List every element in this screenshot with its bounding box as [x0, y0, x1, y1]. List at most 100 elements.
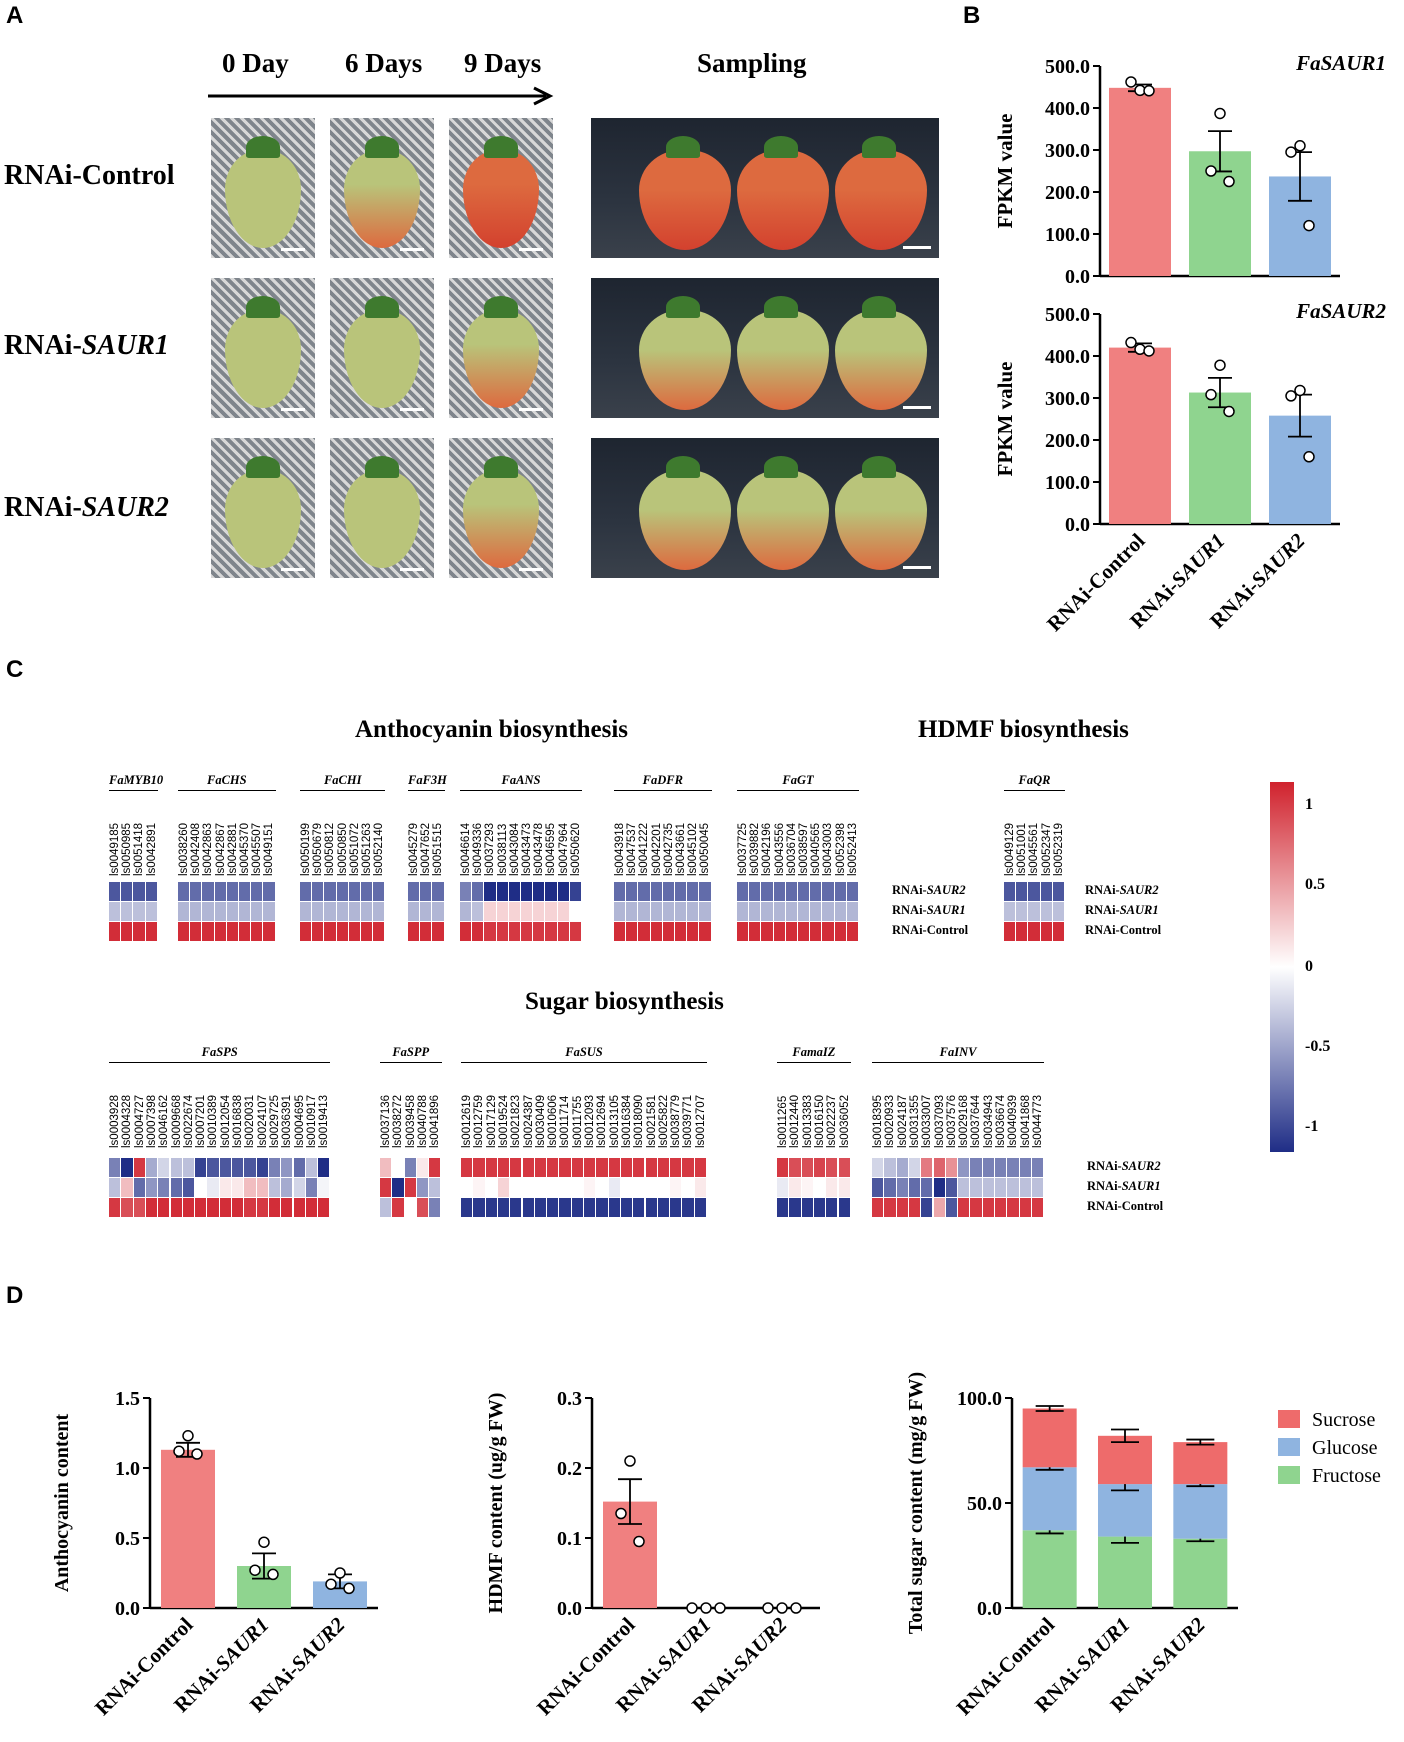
calyx [862, 456, 896, 478]
photo-row3-day2 [449, 438, 553, 578]
heatmap-cell [620, 1158, 633, 1177]
gene-id-label: ls0011265 [777, 1095, 789, 1148]
heatmap-cell [838, 1158, 850, 1177]
chart-title: FaSAUR2 [1295, 299, 1386, 323]
heatmap-cell [1016, 922, 1028, 941]
heatmap-cell [626, 902, 638, 921]
heatmap-cell [614, 902, 626, 921]
heatmap-cell [380, 1198, 392, 1217]
heatmap-cell [872, 1158, 884, 1177]
data-point [633, 1535, 645, 1548]
gene-id-label: ls0011714 [559, 1095, 572, 1148]
heatmap-cell [608, 1178, 620, 1197]
gene-id-label: ls0050620 [569, 822, 582, 876]
heatmap-cell [244, 1158, 256, 1177]
legend-swatch [1278, 1466, 1300, 1484]
gene-id-label: ls0045279 [408, 822, 420, 876]
heatmap-cell [190, 902, 202, 921]
y-tick-label: 100.0 [957, 1388, 1002, 1410]
calyx [365, 456, 399, 478]
colorbar-tick-05: 0.5 [1305, 876, 1325, 893]
heatmap-cell [896, 1198, 908, 1217]
heatmap-cell [170, 1178, 182, 1197]
data-point [624, 1455, 636, 1467]
heatmap-cell [626, 922, 638, 941]
heatmap-row-label: RNAi-SAUR1 [1087, 1179, 1161, 1193]
legend-label: Glucose [1312, 1437, 1378, 1459]
calyx [764, 136, 798, 158]
gene-id-label: ls0021581 [645, 1094, 658, 1148]
gene-id-label: ls0010917 [305, 1094, 318, 1148]
gene-id-label: ls0030409 [534, 1094, 547, 1148]
gene-id-label: ls0050850 [336, 822, 349, 876]
heatmap-cell [145, 922, 157, 941]
heatmap-cell [214, 902, 226, 921]
calyx [764, 296, 798, 318]
data-point [182, 1430, 194, 1442]
heatmap-cell [300, 922, 312, 941]
gene-id-label: ls0047964 [557, 822, 570, 876]
y-tick-label: 0.5 [115, 1528, 140, 1550]
gene-id-label: ls0039458 [404, 1094, 417, 1148]
heatmap-cell [675, 922, 687, 941]
scale-bar [519, 568, 543, 571]
data-point [1214, 107, 1226, 120]
heatmap-cell [970, 1158, 982, 1177]
gene-id-label: ls0052398 [834, 822, 847, 876]
gene-id-label: ls0049185 [109, 822, 121, 876]
heatmap-cell [1040, 922, 1052, 941]
heatmap-cell [312, 922, 324, 941]
time-label-6: 6 Days [345, 48, 423, 78]
colorbar-tick-1: 1 [1305, 796, 1313, 813]
heatmap-cell [256, 1158, 268, 1177]
heatmap-cell [547, 1198, 559, 1217]
heatmap-cell [109, 1178, 121, 1197]
gene-id-label: ls0022674 [182, 1094, 195, 1148]
gene-group-line [460, 790, 582, 791]
heatmap-cell [945, 1158, 958, 1177]
gene-id-label: ls0045507 [251, 822, 264, 876]
strawberry [463, 150, 539, 248]
gene-group-line [461, 1062, 707, 1063]
heatmap-cell [1007, 1198, 1019, 1217]
heatmap-cell [219, 1158, 231, 1177]
y-tick-label: 400.0 [1045, 346, 1090, 368]
heatmap-cell [571, 1158, 583, 1177]
calyx [246, 456, 280, 478]
strawberry [639, 150, 731, 250]
heatmap-cell [485, 1178, 497, 1197]
heatmap-cell [190, 882, 202, 901]
heatmap-cell [737, 902, 749, 921]
heatmap-cell [1007, 1178, 1019, 1197]
y-tick-label: 300.0 [1045, 140, 1090, 162]
heatmap-cell [1052, 922, 1064, 941]
gene-id-label: ls0003928 [109, 1094, 121, 1148]
heatmap-cell [170, 1198, 182, 1217]
legend-label: Fructose [1312, 1465, 1381, 1487]
heatmap-cell [620, 1198, 633, 1217]
heatmap-cell [182, 1198, 195, 1217]
data-point [1303, 219, 1315, 232]
gene-id-label: ls0024387 [522, 1094, 535, 1148]
calyx [862, 136, 896, 158]
scale-bar [903, 566, 931, 569]
y-tick-label: 100.0 [1045, 224, 1090, 246]
heatmap-cell [429, 1158, 441, 1177]
heatmap-cell [761, 922, 773, 941]
gene-id-label: ls0038597 [798, 822, 810, 876]
gene-id-label: ls0037725 [737, 822, 749, 876]
heatmap-cell [777, 1158, 789, 1177]
chart-d-sugar: 0.0 50.0 100.0 Total sugar content (mg/g FW… [905, 1372, 1381, 1720]
heatmap-cell [226, 882, 238, 901]
heatmap-cell [921, 1158, 933, 1177]
gene-id-label: ls0046614 [460, 822, 472, 876]
gene-id-label: ls0012440 [789, 1094, 802, 1148]
heatmap-cell [846, 882, 858, 901]
colorbar [1270, 782, 1294, 1152]
heatmap-cell [510, 1158, 522, 1177]
gene-group-label: FaSPP [392, 1045, 430, 1059]
gene-id-label: ls0038272 [392, 1094, 405, 1148]
heatmap-cell [1019, 1178, 1031, 1197]
heatmap-cell [846, 902, 858, 921]
heatmap-cell [484, 882, 496, 901]
